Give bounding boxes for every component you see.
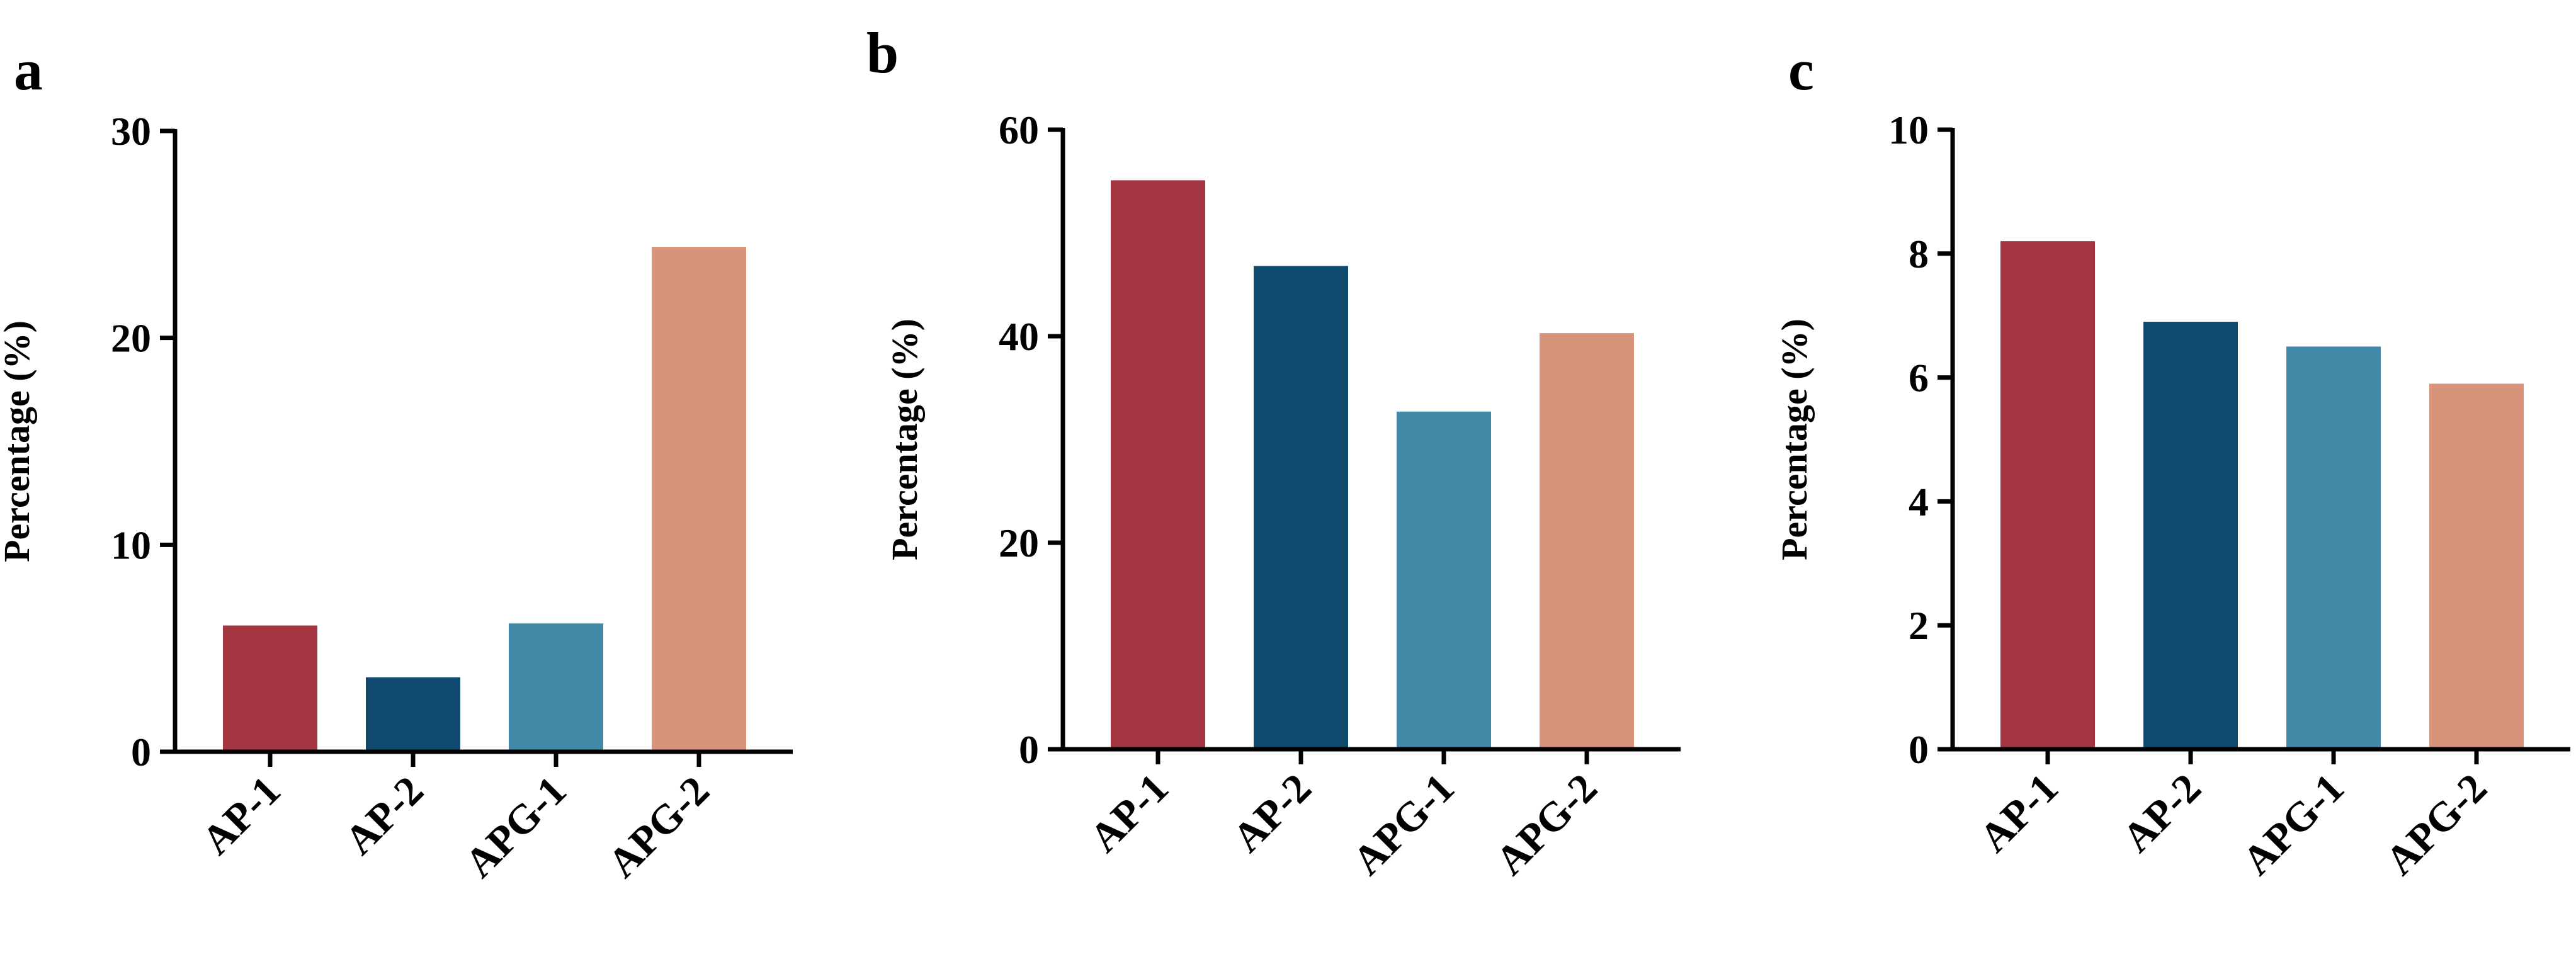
bar-ap-2 [366,677,460,752]
panel-letter: b [866,21,899,85]
y-tick-label: 60 [999,108,1039,152]
bar-ap-2 [1254,266,1348,750]
bar-ap-1 [223,625,317,752]
x-category-label: APG-1 [457,767,576,886]
bar-apg-2 [2429,383,2524,749]
y-tick-label: 20 [111,316,151,361]
x-category-label: APG-2 [599,767,718,886]
panel-letter: c [1788,38,1814,102]
y-tick-label: 6 [1909,356,1929,400]
chart-panel-b: b 0 20 40 60 AP-1 AP-2 APG-1 APG-2 Percentage (%) [866,21,1681,884]
y-tick-label: 30 [111,109,151,154]
y-axis-title: Percentage (%) [1774,319,1815,560]
y-tick-label: 20 [999,521,1039,565]
y-tick-label: 0 [1019,727,1039,772]
bar-ap-2 [2143,322,2238,749]
x-category-label: APG-1 [2234,765,2353,884]
panel-letter: a [14,38,43,102]
x-category-label: APG-1 [1344,765,1463,884]
y-tick-label: 4 [1909,479,1929,524]
x-category-label: AP-1 [193,767,290,864]
x-category-label: AP-2 [1224,765,1320,861]
x-category-label: AP-2 [2114,765,2210,861]
bar-ap-1 [2000,241,2095,749]
y-tick-label: 10 [1888,108,1929,152]
x-category-label: AP-2 [336,767,433,864]
chart-panel-c: c 0 2 4 6 8 10 AP-1 AP-2 APG-1 APG-2 Percentage (%) [1774,38,2570,884]
bar-apg-1 [2286,346,2381,749]
y-tick-label: 2 [1909,603,1929,648]
bar-apg-2 [1540,333,1634,749]
y-tick-label: 8 [1909,232,1929,276]
y-tick-label: 10 [111,523,151,567]
bar-apg-2 [652,247,746,752]
y-axis-title: Percentage (%) [884,319,925,560]
bar-ap-1 [1111,180,1205,749]
y-axis-title: Percentage (%) [0,320,37,562]
x-category-label: AP-1 [1081,765,1177,861]
bar-apg-1 [509,623,603,752]
x-category-label: APG-2 [1487,765,1606,884]
bar-apg-1 [1397,411,1491,749]
chart-panel-a: a 0 10 20 30 AP-1 AP-2 APG-1 APG-2 Percentage (%) [0,38,793,886]
y-tick-label: 0 [131,730,151,774]
x-category-label: AP-1 [1971,765,2067,861]
y-tick-label: 0 [1909,727,1929,772]
x-category-label: APG-2 [2377,765,2496,884]
y-tick-label: 40 [999,314,1039,359]
